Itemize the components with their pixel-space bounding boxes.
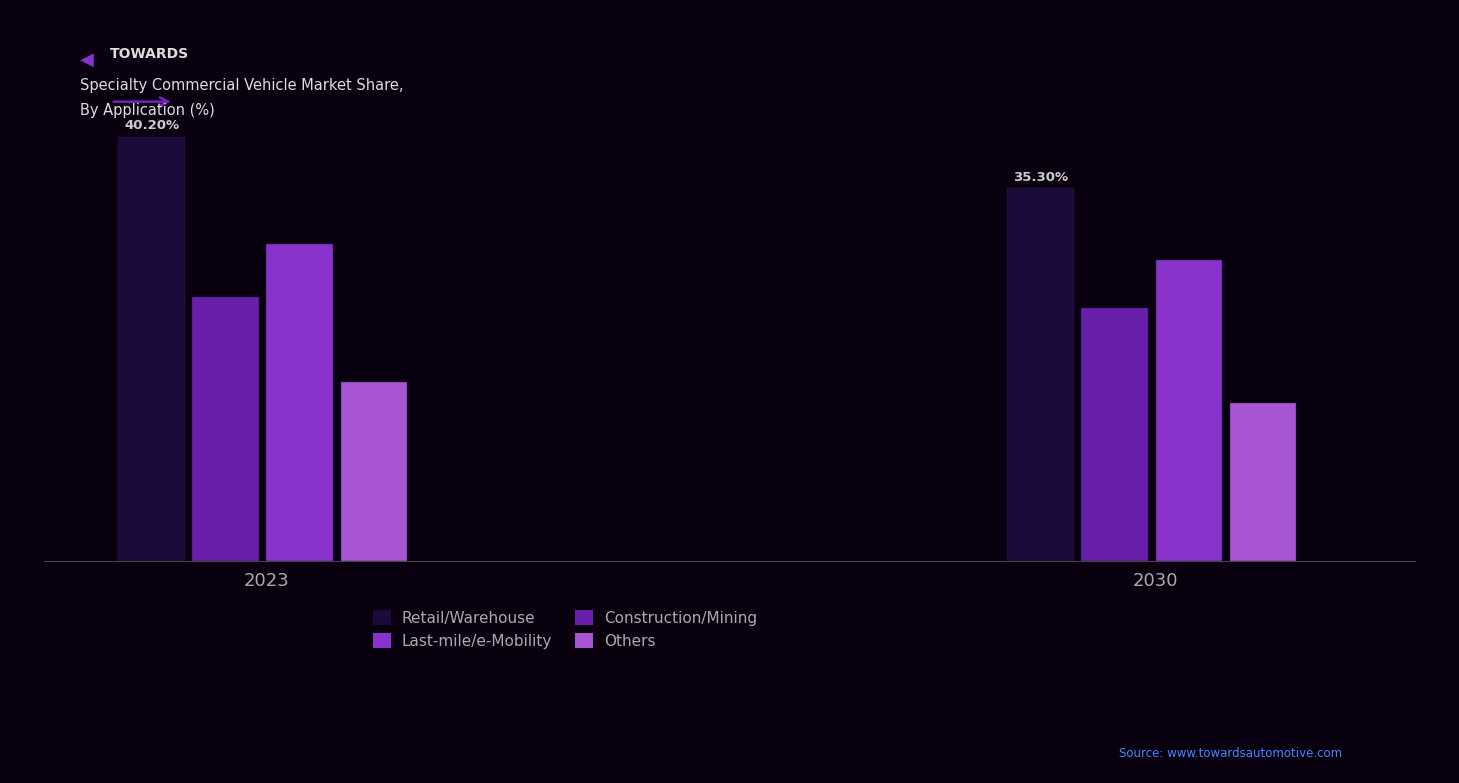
- Bar: [267, 244, 333, 561]
- Bar: [1007, 188, 1074, 561]
- Text: By Application (%): By Application (%): [80, 103, 214, 118]
- Bar: [193, 297, 260, 561]
- Text: Specialty Commercial Vehicle Market Share,: Specialty Commercial Vehicle Market Shar…: [80, 78, 404, 93]
- Text: 35.30%: 35.30%: [1013, 171, 1068, 184]
- Text: Source: www.towardsautomotive.com: Source: www.towardsautomotive.com: [1119, 746, 1342, 760]
- Bar: [1081, 308, 1148, 561]
- Legend: Retail/Warehouse, Last-mile/e-Mobility, Construction/Mining, Others: Retail/Warehouse, Last-mile/e-Mobility, …: [366, 604, 763, 655]
- Bar: [340, 381, 407, 561]
- Text: TOWARDS: TOWARDS: [109, 47, 188, 61]
- Bar: [1230, 402, 1296, 561]
- Text: ◀: ◀: [80, 51, 95, 69]
- Bar: [1156, 260, 1223, 561]
- Text: 40.20%: 40.20%: [124, 119, 179, 132]
- Bar: [118, 136, 185, 561]
